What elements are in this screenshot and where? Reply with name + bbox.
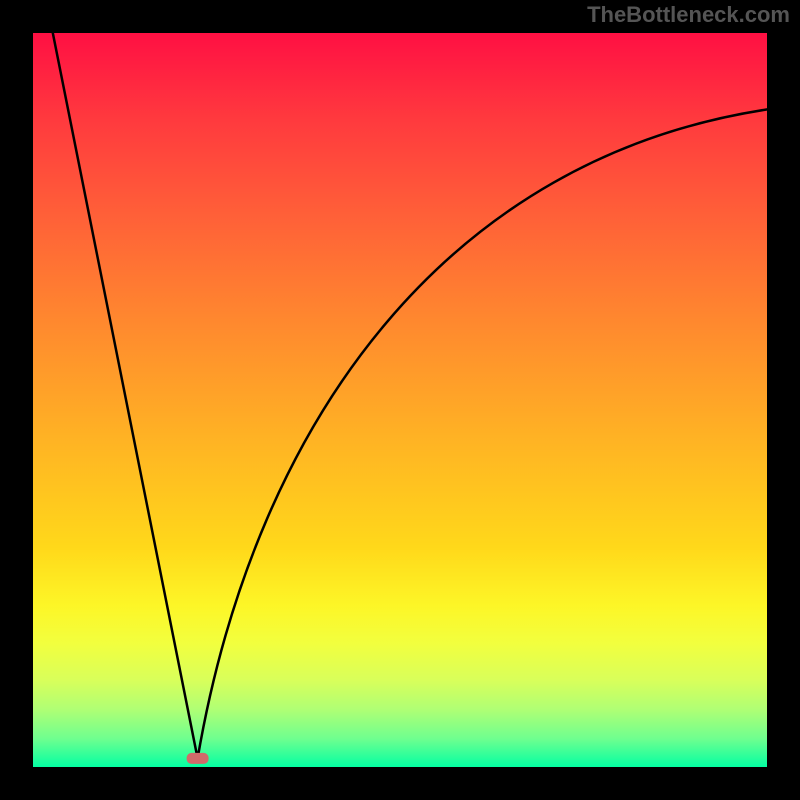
plot-background	[32, 32, 768, 768]
optimal-point-marker	[187, 753, 209, 764]
watermark-text: TheBottleneck.com	[587, 2, 790, 28]
bottleneck-curve-chart	[0, 0, 800, 800]
